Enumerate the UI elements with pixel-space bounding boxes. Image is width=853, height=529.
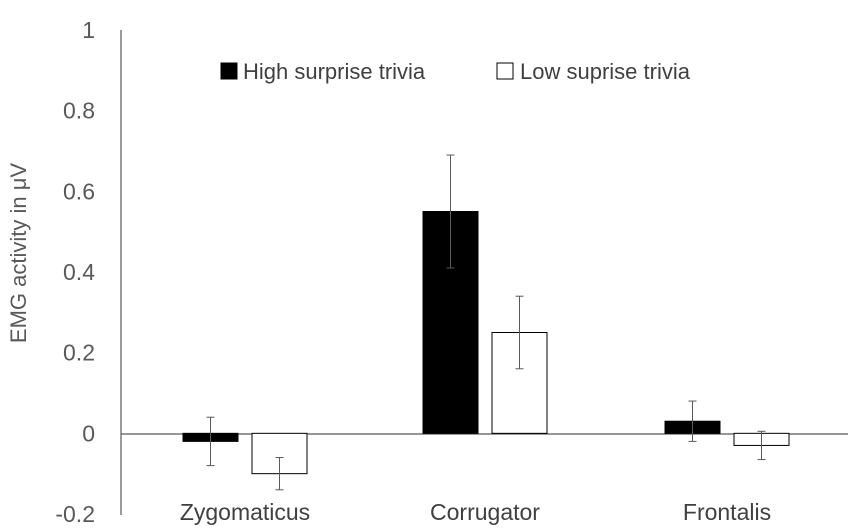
legend-item-high: High surprise trivia [220, 59, 426, 84]
legend-label-high: High surprise trivia [243, 59, 426, 84]
legend-label-low: Low suprise trivia [520, 59, 691, 84]
error-bars [206, 154, 766, 491]
y-tick-label: 0 [82, 420, 95, 446]
category-labels: Zygomaticus Corrugator Frontalis [180, 499, 771, 525]
y-tick-label: 0.6 [63, 178, 95, 204]
category-label-corrugator: Corrugator [430, 499, 540, 525]
category-label-frontalis: Frontalis [683, 499, 771, 525]
legend-item-low: Low suprise trivia [496, 59, 691, 84]
legend-swatch-high [220, 62, 238, 80]
y-tick-label: 0.2 [63, 340, 95, 366]
legend-swatch-low [496, 62, 514, 80]
y-tick-label: 0.4 [63, 259, 95, 285]
legend: High surprise trivia Low suprise trivia [220, 59, 691, 84]
y-tick-label: 1 [82, 17, 95, 43]
y-axis-title: EMG activity in μV [6, 163, 31, 343]
y-tick-label: -0.2 [55, 501, 95, 527]
y-tick-label: 0.8 [63, 98, 95, 124]
category-label-zygomaticus: Zygomaticus [180, 499, 310, 525]
y-tick-labels: -0.2 0 0.2 0.4 0.6 0.8 1 [55, 17, 95, 527]
